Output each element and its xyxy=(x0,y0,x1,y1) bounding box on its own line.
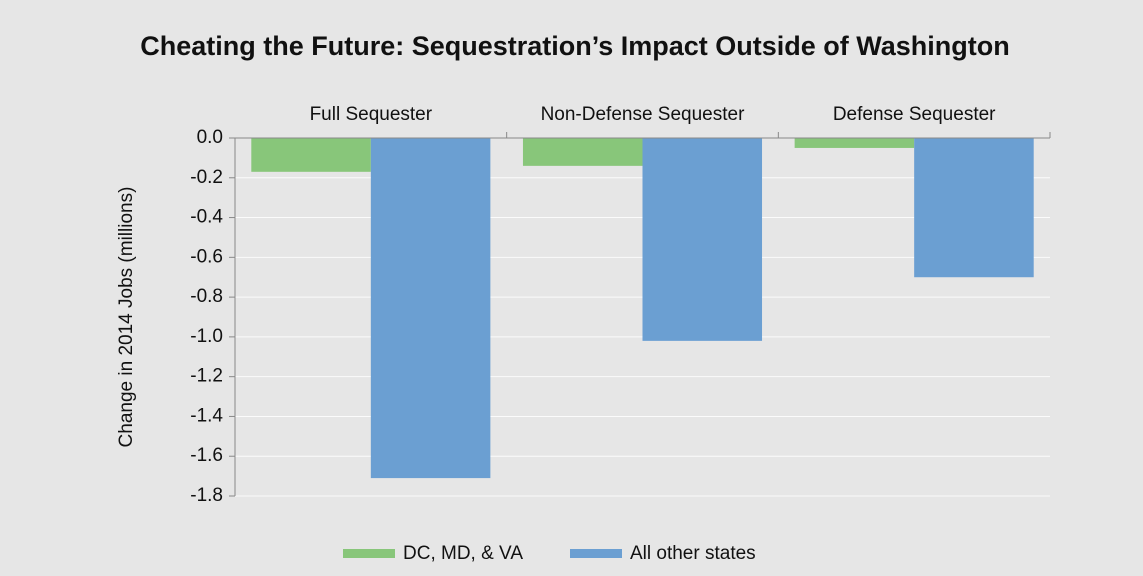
chart-title: Cheating the Future: Sequestration’s Imp… xyxy=(140,31,1010,61)
legend-swatch xyxy=(343,549,395,558)
bar xyxy=(914,138,1034,278)
y-tick-label: -1.6 xyxy=(190,445,223,466)
bar xyxy=(251,138,371,172)
legend-label: All other states xyxy=(630,543,756,564)
y-tick-label: -0.6 xyxy=(190,246,223,267)
y-tick-label: -1.2 xyxy=(190,366,223,387)
y-axis-title: Change in 2014 Jobs (millions) xyxy=(116,187,137,448)
x-tick-label: Full Sequester xyxy=(310,104,433,125)
legend-swatch xyxy=(570,549,622,558)
y-tick-label: -0.4 xyxy=(190,207,223,228)
x-tick-label: Defense Sequester xyxy=(833,104,996,125)
y-tick-label: 0.0 xyxy=(197,127,223,148)
x-tick-label: Non-Defense Sequester xyxy=(541,104,746,125)
y-tick-label: -1.8 xyxy=(190,485,223,506)
bar xyxy=(370,138,491,479)
bar xyxy=(794,138,915,148)
y-tick-label: -1.4 xyxy=(190,405,223,426)
legend-label: DC, MD, & VA xyxy=(403,543,523,564)
bar xyxy=(642,138,763,341)
y-tick-label: -0.8 xyxy=(190,286,223,307)
y-tick-label: -0.2 xyxy=(190,167,223,188)
y-tick-label: -1.0 xyxy=(190,326,223,347)
bar xyxy=(522,138,643,166)
